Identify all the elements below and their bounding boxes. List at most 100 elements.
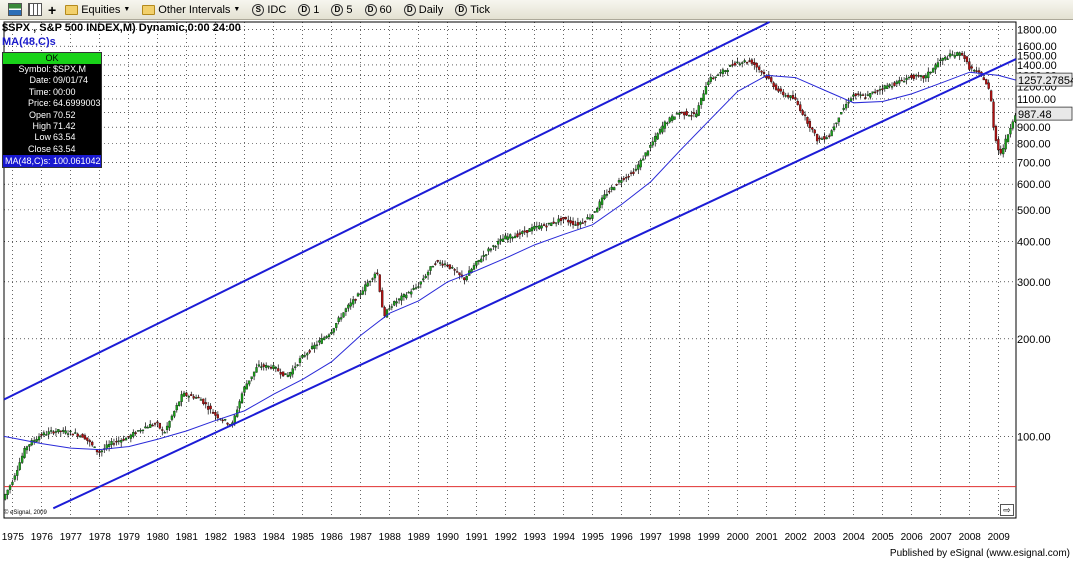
candle-body: [463, 277, 466, 281]
info-label: Date:: [29, 75, 51, 86]
chevron-down-icon: ▼: [123, 6, 131, 13]
candle-body: [731, 64, 734, 66]
interval-button-60[interactable]: D 60: [362, 3, 395, 16]
candle-body: [656, 133, 659, 140]
candle-body: [603, 194, 606, 200]
x-tick-label: 2004: [843, 532, 866, 543]
candle-body: [216, 414, 220, 419]
candle-body: [581, 222, 584, 224]
candle-body: [356, 293, 360, 297]
price-chart[interactable]: 100.00 200.00 300.00 400.00 500.00 600.00 700.…: [0, 20, 1073, 561]
candle-body: [917, 75, 920, 77]
y-tick-label: 300.00: [1017, 277, 1051, 289]
candle-body: [714, 76, 717, 79]
candle-body: [98, 451, 101, 453]
candle-body: [151, 424, 154, 427]
candle-body: [168, 420, 171, 428]
chart-title: $SPX , S&P 500 INDEX,M) Dynamic,0:00 24:…: [2, 22, 241, 34]
scroll-right-icon[interactable]: ⇨: [1000, 504, 1014, 516]
candle-body: [209, 405, 212, 410]
candle-body: [886, 85, 889, 89]
info-value: 64.6999003: [53, 98, 101, 109]
candle-body: [881, 88, 884, 90]
candle-body: [593, 211, 596, 213]
x-tick-label: 1989: [408, 532, 431, 543]
x-tick-label: 1996: [611, 532, 634, 543]
price-label: 987.48: [1018, 109, 1052, 121]
x-tick-label: 2007: [930, 532, 953, 543]
candle-body: [448, 264, 451, 269]
candle-body: [668, 117, 671, 123]
interval-button-daily[interactable]: D Daily: [401, 3, 446, 16]
candle-body: [837, 117, 841, 123]
info-value: 00:00: [53, 86, 76, 97]
candle-body: [552, 221, 555, 224]
candle-body: [683, 111, 686, 116]
candle-body: [480, 258, 483, 263]
candle-body: [400, 295, 403, 301]
candle-body: [156, 421, 159, 424]
candle-body: [743, 60, 746, 63]
candle-body: [895, 81, 899, 84]
x-tick-label: 2002: [785, 532, 808, 543]
candle-body: [931, 68, 935, 73]
y-tick-label: 400.00: [1017, 236, 1051, 248]
candle-body: [958, 52, 961, 56]
candle-body: [499, 238, 502, 242]
candle-body: [542, 224, 546, 226]
candle-body: [347, 304, 350, 309]
candle-body: [477, 259, 480, 262]
interval-button-5[interactable]: D 5: [328, 3, 355, 16]
candle-body: [513, 235, 517, 239]
candle-body: [658, 128, 662, 134]
info-label: Open: [28, 109, 51, 120]
y-tick-label: 1500.00: [1017, 50, 1057, 62]
candle-body: [504, 235, 507, 240]
interval-button-1[interactable]: D 1: [295, 3, 322, 16]
x-tick-label: 1985: [292, 532, 315, 543]
candle-body: [47, 431, 50, 435]
candle-body: [699, 97, 703, 105]
candle-body: [178, 401, 181, 406]
candle-body: [451, 267, 454, 269]
candle-body: [23, 448, 26, 458]
candle-body: [211, 411, 215, 414]
candle-body: [412, 288, 415, 290]
add-icon[interactable]: +: [48, 1, 57, 18]
candle-body: [120, 440, 123, 443]
y-tick-label: 1100.00: [1017, 94, 1056, 106]
candle-body: [799, 104, 802, 111]
candle-body: [385, 309, 389, 318]
candle-body: [313, 344, 316, 349]
candle-body: [223, 419, 227, 421]
candle-body: [530, 227, 534, 232]
info-row: High 71.42: [3, 121, 101, 132]
candle-body: [291, 368, 294, 375]
layout-icon[interactable]: [28, 3, 42, 16]
y-tick-label: 1600.00: [1017, 41, 1057, 53]
chart-icon[interactable]: [8, 3, 22, 16]
candle-body: [591, 214, 594, 219]
y-tick-label: 200.00: [1017, 334, 1051, 346]
candle-body: [69, 430, 72, 433]
candle-body: [774, 84, 778, 90]
candle-body: [586, 217, 589, 220]
candle-body: [733, 62, 737, 66]
equities-button[interactable]: Equities ▼: [62, 4, 133, 16]
ok-button[interactable]: OK: [3, 53, 101, 64]
candle-body: [424, 275, 427, 279]
candle-body: [784, 95, 787, 97]
candle-body: [245, 383, 249, 390]
candle-body: [789, 95, 792, 98]
other-intervals-button[interactable]: Other Intervals ▼: [139, 4, 243, 16]
candle-body: [709, 76, 712, 82]
candle-body: [187, 396, 191, 398]
candle-body: [741, 62, 744, 64]
interval-button-idc[interactable]: S IDC: [249, 3, 289, 16]
candle-body: [625, 177, 628, 179]
candle-body: [540, 225, 543, 229]
candle-body: [158, 422, 162, 429]
candle-body: [905, 78, 908, 81]
interval-button-tick[interactable]: D Tick: [452, 3, 493, 16]
candle-body: [661, 125, 664, 133]
